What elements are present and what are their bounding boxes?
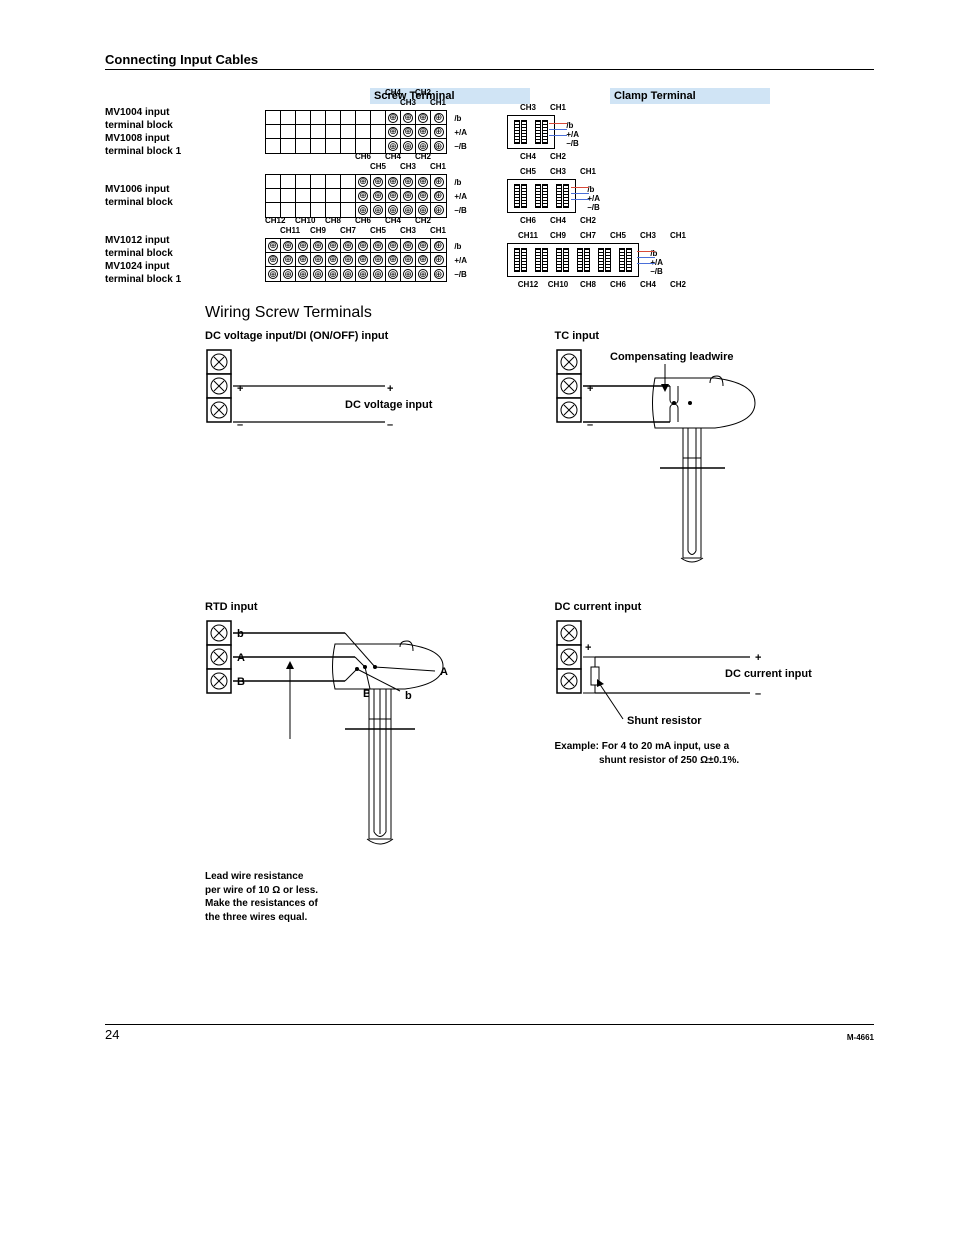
svg-text:–: – xyxy=(387,419,393,431)
dc-current-svg: + + – DC current input Shunt resistor xyxy=(555,619,855,729)
svg-text:–: – xyxy=(755,688,761,700)
svg-text:+: + xyxy=(755,652,761,664)
svg-text:DC current input: DC current input xyxy=(725,668,812,680)
svg-text:b: b xyxy=(405,690,412,702)
svg-text:+: + xyxy=(585,642,591,654)
dc-current-title: DC current input xyxy=(555,601,875,613)
block-label: MV1012 inputterminal blockMV1024 inputte… xyxy=(105,234,265,286)
svg-text:+: + xyxy=(387,383,393,395)
dc-voltage-title: DC voltage input/DI (ON/OFF) input xyxy=(205,330,525,342)
screw-terminal-block: CH4CH2CH3CH1/b+/A–/B xyxy=(265,110,447,154)
document-id: M-4661 xyxy=(847,1033,874,1042)
terminal-block-row: MV1012 inputterminal blockMV1024 inputte… xyxy=(105,234,874,286)
svg-text:–: – xyxy=(237,419,243,431)
tc-title: TC input xyxy=(555,330,875,342)
svg-text:b: b xyxy=(237,628,244,640)
screw-terminal-block: CH12CH10CH8CH6CH4CH2CH11CH9CH7CH5CH3CH1/… xyxy=(265,238,447,282)
svg-text:B: B xyxy=(237,676,245,688)
svg-text:A: A xyxy=(440,666,448,678)
clamp-terminal-block: CH11CH9CH7CH5CH3CH1CH12CH10CH8CH6CH4CH2/… xyxy=(507,243,639,277)
svg-text:A: A xyxy=(237,652,245,664)
svg-text:Shunt resistor: Shunt resistor xyxy=(627,715,702,727)
tc-svg: + – Compensating leadwire xyxy=(555,348,855,578)
terminal-block-row: MV1006 inputterminal blockCH6CH4CH2CH5CH… xyxy=(105,174,874,218)
section-title: Connecting Input Cables xyxy=(105,52,874,70)
dc-voltage-svg: + – + – DC voltage input xyxy=(205,348,485,448)
terminal-block-row: MV1004 inputterminal blockMV1008 inputte… xyxy=(105,106,874,158)
clamp-terminal-header: Clamp Terminal xyxy=(610,88,770,104)
svg-text:DC voltage input: DC voltage input xyxy=(345,399,433,411)
rtd-note: Lead wire resistanceper wire of 10 Ω or … xyxy=(205,870,525,924)
svg-text:–: – xyxy=(587,419,593,431)
page-footer: 24 M-4661 xyxy=(105,1024,874,1042)
rtd-input-diagram: RTD input b A B xyxy=(205,601,525,924)
svg-text:+: + xyxy=(237,383,243,395)
block-label: MV1006 inputterminal block xyxy=(105,183,265,209)
clamp-terminal-block: CH3CH1CH4CH2/b+/A–/B xyxy=(507,115,555,149)
screw-terminal-block: CH6CH4CH2CH5CH3CH1/b+/A–/B xyxy=(265,174,447,218)
svg-text:Compensating leadwire: Compensating leadwire xyxy=(610,351,733,363)
dc-current-example: Example: For 4 to 20 mA input, use a shu… xyxy=(555,740,875,767)
rtd-svg: b A B A B b xyxy=(205,619,505,859)
tc-input-diagram: TC input + – Compensating leadwire xyxy=(555,330,875,581)
block-label: MV1004 inputterminal blockMV1008 inputte… xyxy=(105,106,265,158)
clamp-terminal-block: CH5CH3CH1CH6CH4CH2/b+/A–/B xyxy=(507,179,576,213)
rtd-title: RTD input xyxy=(205,601,525,613)
svg-text:+: + xyxy=(587,383,593,395)
dc-voltage-input-diagram: DC voltage input/DI (ON/OFF) input + – xyxy=(205,330,525,581)
wiring-heading: Wiring Screw Terminals xyxy=(205,304,874,322)
dc-current-input-diagram: DC current input + + xyxy=(555,601,875,924)
page-number: 24 xyxy=(105,1027,119,1042)
